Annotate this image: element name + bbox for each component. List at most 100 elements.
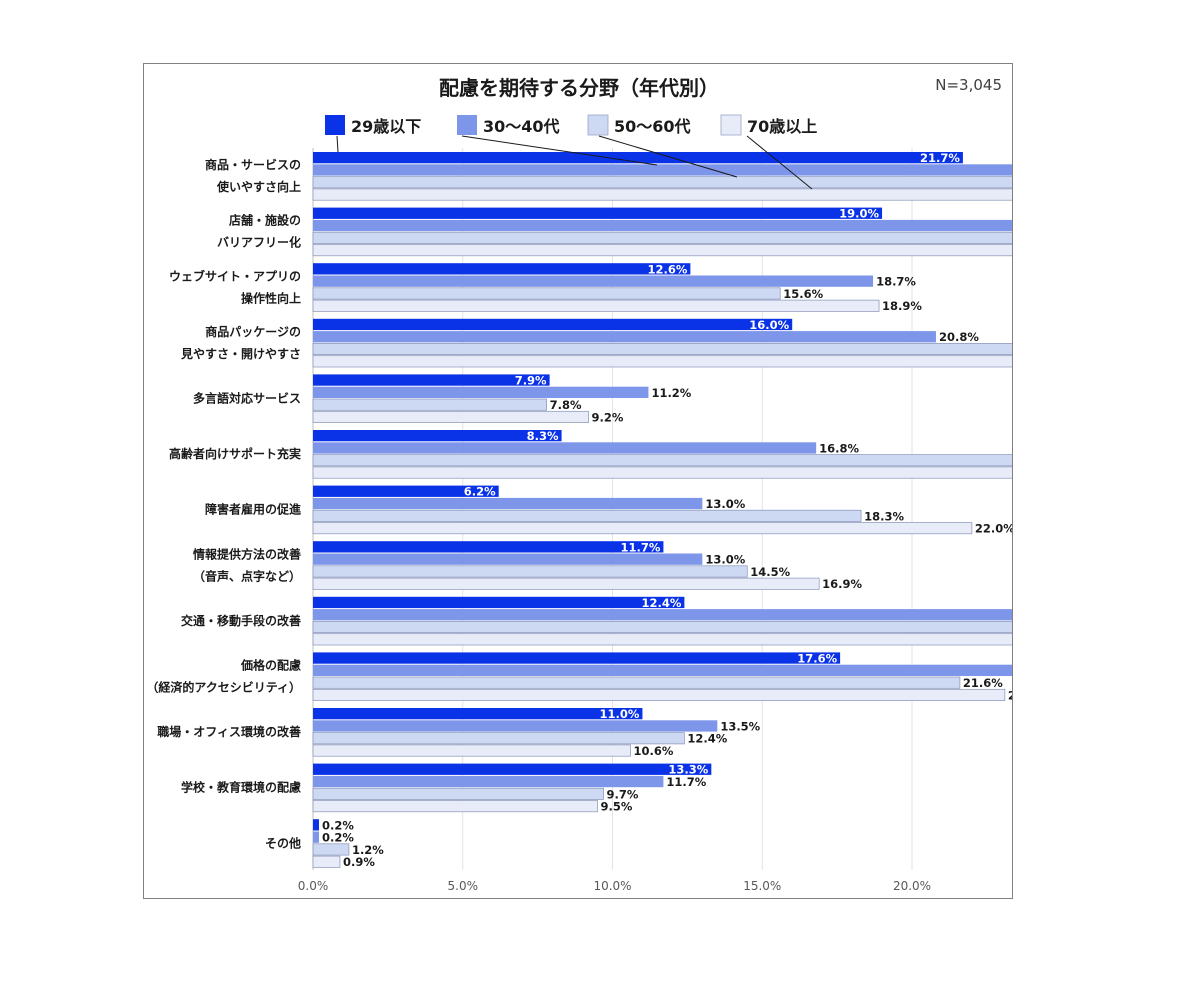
legend-swatch bbox=[325, 115, 345, 135]
value-label: 12.4% bbox=[641, 596, 681, 610]
value-labels: 21.7%24.6%29.8%35.0%19.0%25.4%34.2%40.4%… bbox=[322, 151, 1012, 869]
legend-swatch bbox=[720, 114, 742, 136]
value-label: 0.9% bbox=[343, 855, 375, 869]
value-label: 16.8% bbox=[819, 441, 859, 455]
bar bbox=[312, 355, 1012, 368]
value-label: 13.3% bbox=[668, 763, 708, 777]
x-axis: 0.0%5.0%10.0%15.0%20.0%25.0%30.0%35.0%40… bbox=[298, 879, 931, 893]
value-label: 11.2% bbox=[651, 386, 691, 400]
category-label: 価格の配慮 bbox=[240, 658, 301, 673]
legend-label: 30〜40代 bbox=[483, 117, 560, 136]
value-label: 6.2% bbox=[464, 485, 496, 499]
value-label: 22.0% bbox=[975, 522, 1012, 536]
bar bbox=[312, 688, 1006, 701]
value-label: 20.8% bbox=[939, 330, 979, 344]
value-label: 18.9% bbox=[882, 299, 922, 313]
value-label: 21.6% bbox=[963, 676, 1003, 690]
bar bbox=[313, 708, 643, 720]
bar bbox=[313, 497, 703, 510]
bar bbox=[312, 633, 1012, 646]
bar bbox=[313, 831, 319, 843]
value-label: 9.5% bbox=[601, 800, 633, 814]
category-label: 使いやすさ向上 bbox=[216, 179, 301, 194]
value-label: 7.9% bbox=[515, 374, 547, 388]
value-label: 12.6% bbox=[647, 262, 687, 276]
value-label: 1.2% bbox=[352, 843, 384, 857]
bar bbox=[313, 318, 793, 331]
value-label: 11.7% bbox=[621, 540, 661, 554]
chart-frame: 配慮を期待する分野（年代別） N=3,045 29歳以下 30〜40代 50〜60代… bbox=[143, 63, 1013, 899]
bar bbox=[312, 676, 961, 689]
leader-line bbox=[336, 135, 339, 153]
bar bbox=[312, 509, 862, 522]
value-label: 18.7% bbox=[876, 275, 916, 289]
leader-line bbox=[746, 135, 813, 190]
bar bbox=[312, 188, 1012, 201]
category-label: ウェブサイト・アプリの bbox=[169, 268, 301, 283]
value-label: 11.0% bbox=[600, 707, 640, 721]
legend: 29歳以下 30〜40代 50〜60代 70歳以上 bbox=[325, 114, 817, 136]
bar bbox=[312, 343, 1012, 356]
bar bbox=[313, 164, 1012, 176]
bar bbox=[312, 244, 1012, 257]
value-label: 0.2% bbox=[322, 831, 354, 845]
value-label: 17.6% bbox=[797, 652, 837, 666]
bar bbox=[313, 485, 499, 497]
category-label: （経済的アクセシビリティ） bbox=[146, 680, 301, 695]
value-label: 13.5% bbox=[720, 719, 760, 733]
bar bbox=[312, 787, 604, 800]
category-label: 商品パッケージの bbox=[205, 324, 301, 339]
category-label: 操作性向上 bbox=[241, 290, 301, 305]
bar bbox=[312, 522, 973, 535]
category-label: 店舗・施設の bbox=[229, 213, 301, 228]
value-label: 19.0% bbox=[839, 207, 879, 221]
x-tick-label: 5.0% bbox=[448, 879, 479, 893]
value-label: 18.3% bbox=[864, 509, 904, 523]
value-label: 13.0% bbox=[705, 553, 745, 567]
bar bbox=[312, 231, 1012, 244]
category-label: 学校・教育環境の配慮 bbox=[181, 780, 301, 795]
bar-chart: 配慮を期待する分野（年代別） N=3,045 29歳以下 30〜40代 50〜60代… bbox=[146, 76, 1012, 893]
category-label: 職場・オフィス環境の改善 bbox=[157, 724, 301, 739]
value-label: 23.1% bbox=[1008, 688, 1012, 702]
value-label: 16.9% bbox=[822, 577, 862, 591]
category-label: 交通・移動手段の改善 bbox=[181, 613, 301, 628]
bar bbox=[313, 430, 562, 442]
bar bbox=[313, 664, 1012, 676]
bar bbox=[313, 775, 664, 788]
chart-title: 配慮を期待する分野（年代別） bbox=[439, 76, 719, 100]
category-label: （音声、点字など） bbox=[193, 568, 301, 583]
bar bbox=[313, 275, 874, 287]
category-label: 多言語対応サービス bbox=[193, 391, 301, 406]
bar bbox=[313, 207, 883, 219]
legend-label: 29歳以下 bbox=[351, 117, 421, 136]
value-label: 0.2% bbox=[322, 818, 354, 832]
category-label: 高齢者向けサポート充実 bbox=[169, 446, 301, 461]
bar bbox=[312, 565, 748, 578]
value-label: 13.0% bbox=[705, 497, 745, 511]
value-label: 21.7% bbox=[920, 151, 960, 165]
value-label: 9.7% bbox=[607, 787, 639, 801]
category-label: 見やすさ・開けやすさ bbox=[180, 346, 301, 361]
bar bbox=[312, 744, 631, 757]
bars bbox=[312, 152, 1012, 868]
legend-swatch bbox=[587, 114, 609, 136]
leader-line bbox=[598, 135, 738, 178]
bar bbox=[312, 855, 341, 868]
bar bbox=[313, 763, 712, 775]
x-tick-label: 10.0% bbox=[593, 879, 631, 893]
value-label: 9.2% bbox=[592, 410, 624, 424]
category-label: 商品・サービスの bbox=[205, 157, 301, 172]
bar bbox=[313, 596, 685, 609]
legend-leader-lines bbox=[336, 135, 813, 190]
bar bbox=[313, 374, 550, 386]
bar bbox=[313, 609, 1012, 621]
bar bbox=[312, 621, 1012, 634]
bar bbox=[313, 152, 963, 164]
bar bbox=[313, 331, 936, 343]
value-label: 10.6% bbox=[633, 744, 673, 758]
value-label: 11.7% bbox=[666, 775, 706, 789]
bar bbox=[312, 398, 547, 411]
value-label: 16.0% bbox=[749, 318, 789, 332]
bar bbox=[312, 800, 598, 813]
